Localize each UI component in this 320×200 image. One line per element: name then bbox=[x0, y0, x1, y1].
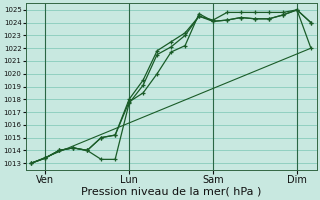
X-axis label: Pression niveau de la mer( hPa ): Pression niveau de la mer( hPa ) bbox=[81, 187, 261, 197]
